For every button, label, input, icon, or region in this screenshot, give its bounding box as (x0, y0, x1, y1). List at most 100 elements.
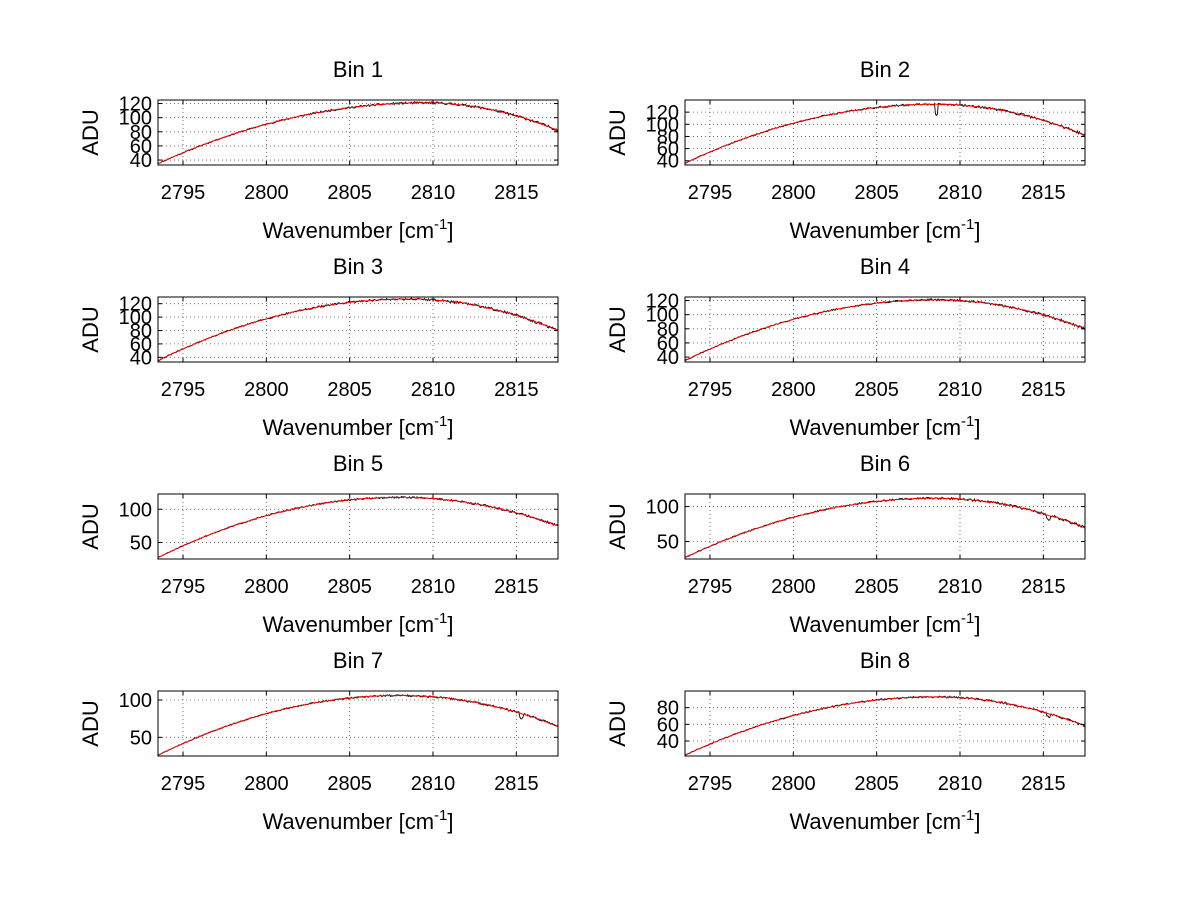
panel-title: Bin 8 (860, 648, 910, 673)
x-tick-label: 2795 (161, 379, 206, 401)
y-tick-label: 80 (657, 126, 679, 148)
y-tick-label: 80 (657, 698, 679, 720)
x-axis-label: Wavenumber [cm-1] (262, 807, 453, 834)
series-line-signal (684, 102, 1086, 164)
x-tick-label: 2815 (1021, 773, 1066, 795)
y-tick-label: 100 (119, 690, 152, 712)
axes-box (684, 493, 1086, 560)
y-tick-label: 120 (646, 291, 679, 313)
axes-box (157, 296, 559, 363)
x-tick-label: 2800 (771, 773, 816, 795)
x-tick-label: 2815 (1021, 576, 1066, 598)
panel-7: Bin 7 2795 2800 2805 2810 2815 50 100 Wavenumber… (78, 648, 559, 834)
y-axis-label: ADU (78, 109, 103, 155)
y-tick-label: 40 (130, 150, 152, 172)
series-line-signal (684, 298, 1086, 362)
x-tick-label: 2795 (688, 576, 733, 598)
x-tick-label: 2810 (938, 379, 983, 401)
series-line-signal (157, 693, 559, 756)
axes-box (684, 296, 1086, 363)
y-tick-label: 60 (657, 139, 679, 161)
y-tick-label: 40 (130, 347, 152, 369)
series-line-fit (684, 695, 1086, 756)
series-line-fit (157, 101, 559, 165)
axes-box (157, 99, 559, 166)
panel-title: Bin 7 (333, 648, 383, 673)
x-axis-label: Wavenumber [cm-1] (789, 807, 980, 834)
series-line-fit (684, 103, 1086, 164)
y-tick-label: 100 (646, 497, 679, 519)
x-tick-label: 2805 (854, 773, 899, 795)
y-axis-label: ADU (605, 306, 630, 352)
x-tick-label: 2815 (494, 773, 539, 795)
y-tick-label: 80 (657, 319, 679, 341)
y-tick-label: 50 (657, 532, 679, 554)
x-axis-label: Wavenumber [cm-1] (262, 216, 453, 243)
series-line-fit (684, 497, 1086, 559)
y-tick-label: 40 (657, 151, 679, 173)
y-tick-label: 80 (130, 321, 152, 343)
axes-box (157, 690, 559, 757)
y-tick-label: 120 (646, 102, 679, 124)
y-tick-label: 40 (657, 731, 679, 753)
y-tick-label: 100 (119, 108, 152, 130)
panel-title: Bin 4 (860, 254, 910, 279)
axes-box (157, 493, 559, 560)
x-tick-label: 2805 (327, 182, 372, 204)
panel-title: Bin 6 (860, 451, 910, 476)
x-tick-label: 2805 (854, 576, 899, 598)
y-tick-label: 60 (657, 333, 679, 355)
y-tick-label: 60 (657, 714, 679, 736)
x-axis-label: Wavenumber [cm-1] (789, 413, 980, 440)
y-tick-label: 100 (646, 114, 679, 136)
panel-title: Bin 2 (860, 57, 910, 82)
panel-title: Bin 3 (333, 254, 383, 279)
y-tick-label: 80 (130, 122, 152, 144)
x-tick-label: 2805 (854, 182, 899, 204)
x-tick-label: 2795 (161, 576, 206, 598)
x-tick-label: 2810 (411, 576, 456, 598)
x-tick-label: 2800 (244, 576, 289, 598)
series-line-signal (157, 297, 559, 362)
y-axis-label: ADU (78, 700, 103, 746)
x-axis-label: Wavenumber [cm-1] (262, 413, 453, 440)
y-tick-label: 60 (130, 334, 152, 356)
x-tick-label: 2815 (1021, 182, 1066, 204)
y-tick-label: 100 (646, 305, 679, 327)
x-tick-label: 2800 (244, 773, 289, 795)
y-tick-label: 50 (130, 727, 152, 749)
series-line-signal (684, 695, 1086, 756)
x-tick-label: 2800 (771, 182, 816, 204)
x-tick-label: 2810 (411, 379, 456, 401)
y-axis-label: ADU (605, 503, 630, 549)
panel-5: Bin 5 2795 2800 2805 2810 2815 50 100 Wavenumber… (78, 451, 559, 637)
x-axis-label: Wavenumber [cm-1] (262, 610, 453, 637)
x-tick-label: 2810 (411, 182, 456, 204)
y-tick-label: 100 (119, 307, 152, 329)
series-line-fit (157, 496, 559, 559)
x-tick-label: 2805 (327, 379, 372, 401)
panel-title: Bin 5 (333, 451, 383, 476)
x-tick-label: 2810 (411, 773, 456, 795)
series-line-signal (157, 495, 559, 559)
y-axis-label: ADU (78, 306, 103, 352)
y-tick-label: 120 (119, 94, 152, 116)
x-tick-label: 2795 (688, 379, 733, 401)
y-axis-label: ADU (78, 503, 103, 549)
x-tick-label: 2800 (771, 379, 816, 401)
x-tick-label: 2795 (161, 182, 206, 204)
x-axis-label: Wavenumber [cm-1] (789, 216, 980, 243)
x-tick-label: 2810 (938, 182, 983, 204)
x-tick-label: 2810 (938, 576, 983, 598)
x-tick-label: 2815 (1021, 379, 1066, 401)
x-tick-label: 2800 (771, 576, 816, 598)
y-tick-label: 40 (657, 347, 679, 369)
x-tick-label: 2815 (494, 576, 539, 598)
axes-box (684, 690, 1086, 757)
x-tick-label: 2815 (494, 182, 539, 204)
